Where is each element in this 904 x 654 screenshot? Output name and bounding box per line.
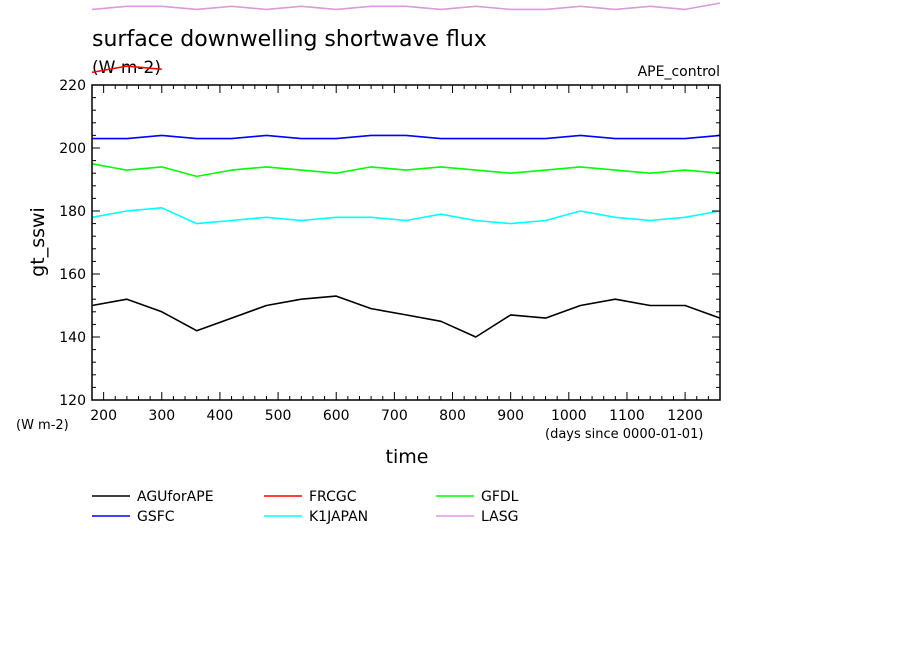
x-axis-label: time bbox=[386, 446, 429, 468]
legend-label: K1JAPAN bbox=[309, 509, 368, 525]
y-tick-label: 180 bbox=[59, 204, 86, 220]
legend-item: GSFC bbox=[92, 509, 175, 525]
y-tick-label: 200 bbox=[59, 141, 86, 157]
legend-item: FRCGC bbox=[264, 489, 357, 505]
x-tick-label: 200 bbox=[90, 408, 117, 424]
legend-item: LASG bbox=[436, 509, 518, 525]
y-axis-label: gt_sswi bbox=[27, 207, 49, 277]
x-unit-label: (days since 0000-01-01) bbox=[545, 427, 703, 442]
x-tick-label: 1200 bbox=[667, 408, 703, 424]
series-line-GFDL bbox=[91, 163, 721, 178]
plot-frame bbox=[91, 84, 721, 401]
x-tick-label: 800 bbox=[439, 408, 466, 424]
x-tick-label: 300 bbox=[148, 408, 175, 424]
experiment-label: APE_control bbox=[638, 64, 720, 80]
series-line-FRCGC bbox=[91, 65, 162, 74]
chart-subtitle: (W m-2) bbox=[92, 58, 161, 78]
legend-label: GFDL bbox=[481, 489, 519, 505]
y-unit-label: (W m-2) bbox=[16, 418, 69, 433]
legend-label: LASG bbox=[481, 509, 518, 525]
legend-label: AGUforAPE bbox=[137, 489, 214, 505]
x-tick-label: 600 bbox=[323, 408, 350, 424]
chart-title: surface downwelling shortwave flux bbox=[92, 27, 487, 52]
y-tick-label: 220 bbox=[59, 78, 86, 94]
ticks-layer: 200 300 400 500 600 700 800 900 1000 1100 1200 120 1… bbox=[59, 78, 721, 424]
x-tick-label: 500 bbox=[265, 408, 292, 424]
legend: AGUforAPE FRCGC GFDL GSFC K1JAPAN LASG bbox=[92, 489, 519, 525]
x-tick-label: 400 bbox=[207, 408, 234, 424]
legend-label: GSFC bbox=[137, 509, 175, 525]
series-line-GSFC bbox=[92, 134, 721, 140]
series-line-AGUforAPE bbox=[91, 295, 721, 338]
x-tick-label: 700 bbox=[381, 408, 408, 424]
legend-item: AGUforAPE bbox=[92, 489, 214, 505]
series-layer bbox=[91, 2, 721, 338]
x-tick-label: 900 bbox=[497, 408, 524, 424]
x-tick-label: 1100 bbox=[609, 408, 645, 424]
series-line-K1JAPAN bbox=[91, 207, 721, 225]
x-tick-label: 1000 bbox=[551, 408, 587, 424]
legend-label: FRCGC bbox=[309, 489, 357, 505]
y-tick-label: 160 bbox=[59, 267, 86, 283]
series-line-LASG bbox=[91, 2, 721, 11]
legend-item: GFDL bbox=[436, 489, 519, 505]
legend-item: K1JAPAN bbox=[264, 509, 368, 525]
y-tick-label: 140 bbox=[59, 330, 86, 346]
y-tick-label: 120 bbox=[59, 393, 86, 409]
